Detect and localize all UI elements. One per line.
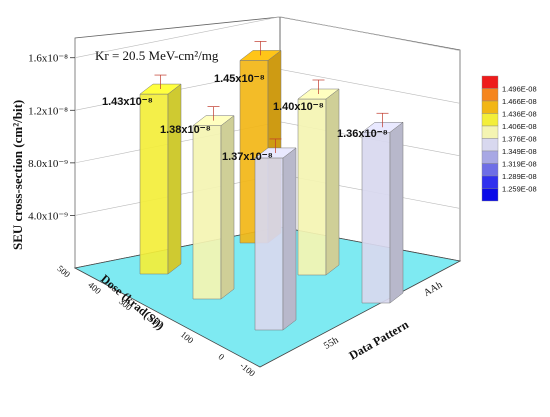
bar-side: [282, 147, 297, 331]
pattern-tick-label: AAh: [422, 280, 444, 299]
bar-front: [254, 157, 284, 331]
bar-group: [254, 138, 297, 331]
legend-swatch: [481, 125, 499, 139]
z-tick-label: 8.0x10⁻⁹: [28, 158, 68, 170]
pattern-tick-label: 55h: [322, 335, 340, 352]
legend-label: 1.319E-08: [502, 160, 537, 169]
bar-labels-layer: 1.45x10⁻⁸ 1.40x10⁻⁸ 1.43x10⁻⁸ 1.36x10⁻⁸ 1.38…: [102, 73, 388, 163]
legend-label: 1.349E-08: [502, 147, 537, 156]
bar-side: [167, 83, 182, 275]
z-tick-label: 1.2x10⁻⁸: [28, 105, 68, 117]
gridline-z: [74, 16, 461, 59]
chart-title: Kr = 20.5 MeV-cm²/mg: [95, 48, 219, 63]
legend-swatch: [481, 150, 499, 164]
legend-label: 1.289E-08: [502, 172, 537, 181]
color-scale-legend: 1.496E-08 1.466E-08 1.436E-08 1.406E-08 1.37…: [481, 75, 537, 202]
dose-tick-label: 500: [55, 263, 72, 280]
z-axis-ticks: 4.0x10⁻⁹ 8.0x10⁻⁹ 1.2x10⁻⁸ 1.6x10⁻⁸: [28, 53, 75, 222]
legend-label: 1.466E-08: [502, 97, 537, 106]
legend-label: 1.406E-08: [502, 122, 537, 131]
bar-value-label: 1.45x10⁻⁸: [214, 73, 265, 85]
legend-label: 1.259E-08: [502, 185, 537, 194]
z-axis-label: SEU cross-section (cm²/bit): [10, 100, 25, 250]
bar-front: [361, 132, 391, 304]
bars-layer: [139, 41, 404, 331]
bar-value-label: 1.37x10⁻⁸: [222, 151, 273, 163]
bar-side: [389, 121, 404, 304]
legend-swatch: [481, 163, 499, 177]
bar-side: [325, 88, 340, 276]
bar-value-label: 1.40x10⁻⁸: [273, 101, 324, 113]
bar-group: [297, 79, 340, 276]
bar-group: [139, 74, 182, 275]
z-tick-label: 4.0x10⁻⁹: [28, 210, 68, 222]
bar-value-label: 1.36x10⁻⁸: [337, 128, 388, 140]
legend-label: 1.376E-08: [502, 135, 537, 144]
legend-swatch: [481, 100, 499, 114]
bar-value-label: 1.43x10⁻⁸: [102, 96, 153, 108]
legend-swatch: [481, 88, 499, 102]
legend-label: 1.496E-08: [502, 85, 537, 94]
legend-label: 1.436E-08: [502, 110, 537, 119]
bar-side: [220, 115, 235, 300]
legend-swatch: [481, 113, 499, 127]
bar-front: [297, 98, 327, 276]
bar-group: [192, 106, 235, 300]
bar-front: [139, 93, 169, 275]
bar-front: [192, 125, 222, 300]
legend-swatch: [481, 175, 499, 189]
bar-value-label: 1.38x10⁻⁸: [160, 124, 211, 136]
legend-swatch: [481, 75, 499, 89]
dose-tick-label: 0: [216, 351, 226, 362]
z-tick-label: 1.6x10⁻⁸: [28, 53, 68, 65]
legend-swatch: [481, 188, 499, 202]
pattern-axis-label: Data Pattern: [347, 317, 412, 362]
legend-swatch: [481, 138, 499, 152]
bar-group: [361, 112, 404, 304]
